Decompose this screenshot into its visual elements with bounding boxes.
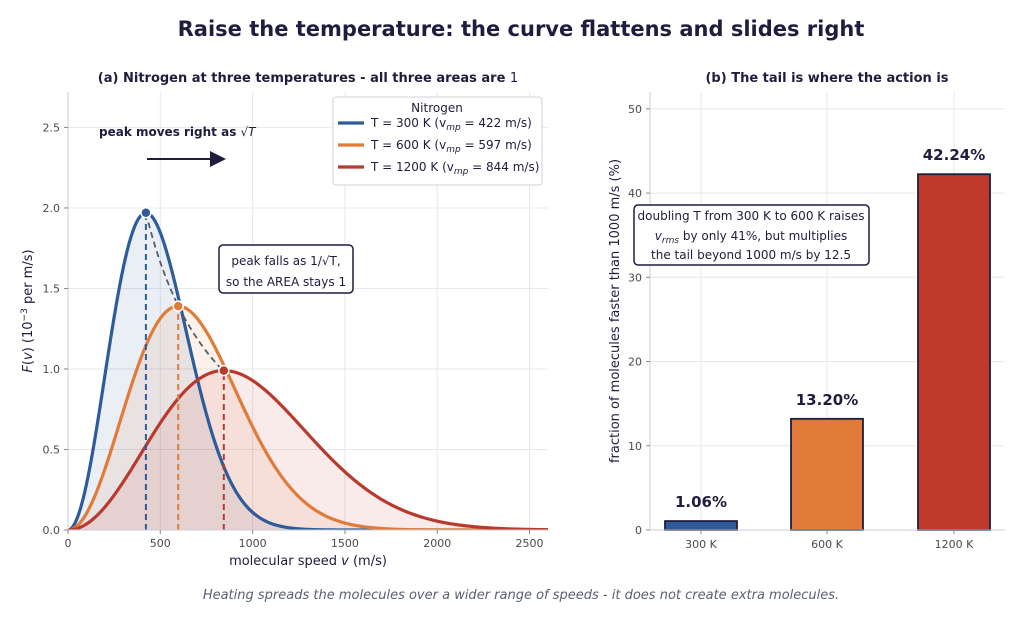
panel-a-xtick-label: 500	[150, 537, 171, 550]
peak-moves-annotation: peak moves right as √T	[99, 125, 257, 139]
bar-value-label: 1.06%	[675, 493, 727, 511]
panel-b-title: (b) The tail is where the action is	[705, 71, 948, 86]
panel-a-xtick-label: 2500	[516, 537, 544, 550]
figure-footnote: Heating spreads the molecules over a wid…	[203, 588, 839, 603]
panel-a-ylabel: F(v) (10−3 per m/s)	[20, 249, 36, 372]
panel-a-ytick-label: 0.5	[43, 443, 61, 456]
panel-a-title: (a) Nitrogen at three temperatures - all…	[98, 71, 518, 86]
peak-falls-box: peak falls as 1/√T, so the AREA stays 1	[218, 244, 354, 294]
peak-marker-600k	[172, 300, 184, 312]
svg-text:so the AREA stays 1: so the AREA stays 1	[226, 275, 346, 289]
legend-label-1200k: T = 1200 K (vmp = 844 m/s)	[370, 160, 539, 177]
bar-value-label: 42.24%	[923, 146, 985, 164]
bar-300k	[664, 520, 738, 531]
panel-b: (b) The tail is where the action is 1.06…	[608, 71, 1005, 551]
panel-b-category-label: 600 K	[811, 538, 843, 551]
panel-a-xtick-label: 2000	[423, 537, 451, 550]
curve-1200k	[68, 368, 548, 530]
svg-text:peak falls as 1/√T,: peak falls as 1/√T,	[231, 254, 340, 268]
panel-b-ytick-label: 30	[628, 271, 642, 284]
svg-text:Nitrogen: Nitrogen	[411, 101, 463, 115]
panel-b-ylabel: fraction of molecules faster than 1000 m…	[608, 159, 623, 463]
area-fill-300k	[68, 212, 548, 530]
svg-text:doubling T from 300 K to 600 K: doubling T from 300 K to 600 K raises	[638, 209, 865, 223]
panel-a: (a) Nitrogen at three temperatures - all…	[20, 71, 548, 569]
panel-a-axes: 0 500 1000 1500 2000 2500 0.0 0.5 1.0 1.5 2.0 2.5	[43, 92, 548, 550]
panel-a-vmp-lines	[144, 212, 225, 530]
peak-marker-300k	[140, 207, 152, 219]
panel-a-ytick-label: 2.5	[43, 121, 61, 134]
panel-b-axes: 300 K 600 K 1200 K 0 10 20 30 40 50	[628, 92, 1005, 551]
svg-text:vrms by only 41%, but multipli: vrms by only 41%, but multiplies	[655, 229, 847, 246]
bar-600k	[790, 417, 864, 531]
tail-explanation-box: doubling T from 300 K to 600 K raises vr…	[633, 204, 870, 266]
panel-a-legend: Nitrogen T = 300 K (vmp = 422 m/s) T = 60…	[332, 96, 543, 186]
panel-a-ytick-label: 2.0	[43, 202, 61, 215]
panel-a-peak-markers	[140, 207, 230, 377]
peak-envelope-curve	[145, 212, 225, 373]
panel-a-xlabel: molecular speed v (m/s)	[229, 554, 387, 569]
panel-b-bars: 1.06% 13.20% 42.24%	[664, 146, 991, 531]
legend-label-300k: T = 300 K (vmp = 422 m/s)	[370, 116, 532, 133]
area-fill-600k	[68, 306, 548, 530]
peak-marker-1200k	[218, 364, 230, 377]
panel-b-ytick-label: 0	[635, 524, 642, 537]
bar-value-label: 13.20%	[796, 391, 858, 409]
panel-b-category-label: 300 K	[685, 538, 717, 551]
panel-a-ytick-label: 1.5	[43, 282, 61, 295]
panel-a-xtick-label: 1500	[331, 537, 359, 550]
panel-a-xtick-label: 0	[65, 537, 72, 550]
bar-1200k	[917, 173, 991, 531]
panel-a-fills	[68, 212, 548, 530]
panel-b-ytick-label: 50	[628, 103, 642, 116]
panel-a-ytick-label: 1.0	[43, 363, 61, 376]
panel-b-category-label: 1200 K	[935, 538, 974, 551]
panel-a-xtick-label: 1000	[239, 537, 267, 550]
area-fill-1200k	[68, 370, 548, 530]
panel-b-ytick-label: 10	[628, 440, 642, 453]
figure-title: Raise the temperature: the curve flatten…	[178, 17, 865, 41]
svg-text:the tail beyond 1000 m/s by 12: the tail beyond 1000 m/s by 12.5	[651, 248, 851, 262]
legend-label-600k: T = 600 K (vmp = 597 m/s)	[370, 138, 532, 155]
panel-b-ytick-label: 20	[628, 356, 642, 369]
panel-b-ytick-label: 40	[628, 187, 642, 200]
panel-a-ytick-label: 0.0	[43, 524, 61, 537]
